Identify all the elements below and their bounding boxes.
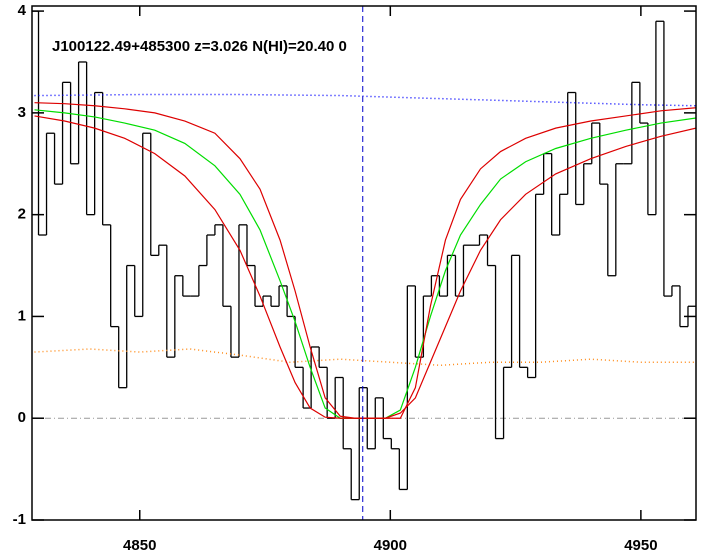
x-tick-label: 4850 xyxy=(123,537,156,554)
y-tick-label: 4 xyxy=(18,2,27,19)
dotted-curve xyxy=(34,348,696,367)
x-tick-label: 4900 xyxy=(374,537,407,554)
plot-frame xyxy=(31,5,697,521)
y-tick-label: 1 xyxy=(18,307,26,324)
y-tick-label: 3 xyxy=(18,104,26,121)
y-tick-label: 2 xyxy=(18,206,26,223)
x-tick-label: 4950 xyxy=(624,537,657,554)
chart-title: J100122.49+485300 z=3.026 N(HI)=20.40 0 xyxy=(52,38,347,55)
y-tick-label: -1 xyxy=(13,511,26,528)
y-tick-label: 0 xyxy=(18,409,26,426)
